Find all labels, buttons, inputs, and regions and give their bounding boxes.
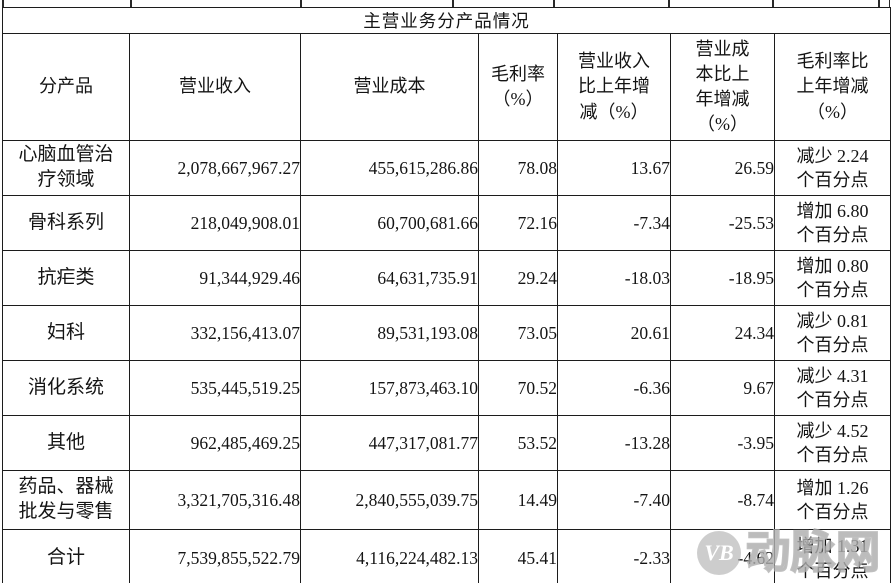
cell-cost-yoy: -18.95 <box>670 250 775 306</box>
cell-product: 骨科系列 <box>2 195 130 251</box>
cell-revenue: 535,445,519.25 <box>129 360 301 416</box>
cell-cost: 157,873,463.10 <box>300 360 479 416</box>
table-row: 其他 962,485,469.25 447,317,081.77 53.52 -… <box>2 415 892 471</box>
cell-margin-yoy: 减少 2.24 个百分点 <box>773 140 892 196</box>
header-product: 分产品 <box>2 33 130 141</box>
cell-cost: 4,116,224,482.13 <box>300 529 479 583</box>
cell-gross-margin: 72.16 <box>478 195 558 251</box>
table-row: 心脑血管治 疗领域 2,078,667,967.27 455,615,286.8… <box>2 140 892 196</box>
previous-row-remnant <box>2 0 890 7</box>
header-cost: 营业成本 <box>300 33 479 141</box>
table-row-total: 合计 7,539,855,522.79 4,116,224,482.13 45.… <box>2 529 892 583</box>
cell-revenue: 332,156,413.07 <box>129 305 301 361</box>
cell-gross-margin: 45.41 <box>478 529 558 583</box>
cell-cost: 89,531,193.08 <box>300 305 479 361</box>
table-row: 药品、器械 批发与零售 3,321,705,316.48 2,840,555,0… <box>2 470 892 530</box>
header-cost-yoy: 营业成 本比上 年增减 （%） <box>670 33 775 141</box>
cell-cost: 60,700,681.66 <box>300 195 479 251</box>
header-margin-yoy: 毛利率比 上年增减 （%） <box>773 33 892 141</box>
cell-product: 药品、器械 批发与零售 <box>2 470 130 530</box>
table-header-row: 分产品 营业收入 营业成本 毛利率 （%） 营业收入 比上年增 减（%） 营业成… <box>2 33 892 141</box>
cell-revenue: 3,321,705,316.48 <box>129 470 301 530</box>
cell-cost: 64,631,735.91 <box>300 250 479 306</box>
cell-margin-yoy: 增加 0.80 个百分点 <box>773 250 892 306</box>
cell-revenue: 91,344,929.46 <box>129 250 301 306</box>
cell-gross-margin: 14.49 <box>478 470 558 530</box>
cell-cost: 447,317,081.77 <box>300 415 479 471</box>
cell-cost-yoy: 26.59 <box>670 140 775 196</box>
table-row: 消化系统 535,445,519.25 157,873,463.10 70.52… <box>2 360 892 416</box>
cell-revenue-yoy: -2.33 <box>557 529 671 583</box>
cell-margin-yoy: 增加 6.80 个百分点 <box>773 195 892 251</box>
cell-cost: 2,840,555,039.75 <box>300 470 479 530</box>
table-title: 主营业务分产品情况 <box>1 7 892 34</box>
cell-cost-yoy: 24.34 <box>670 305 775 361</box>
table-row: 抗疟类 91,344,929.46 64,631,735.91 29.24 -1… <box>2 250 892 306</box>
header-gross-margin: 毛利率 （%） <box>478 33 558 141</box>
cell-cost-yoy: 9.67 <box>670 360 775 416</box>
cell-gross-margin: 29.24 <box>478 250 558 306</box>
cell-gross-margin: 70.52 <box>478 360 558 416</box>
table-title-row: 主营业务分产品情况 <box>1 7 892 34</box>
table-row: 骨科系列 218,049,908.01 60,700,681.66 72.16 … <box>2 195 892 251</box>
cell-margin-yoy: 减少 4.52 个百分点 <box>773 415 892 471</box>
cell-revenue: 7,539,855,522.79 <box>129 529 301 583</box>
cell-revenue-yoy: -7.34 <box>557 195 671 251</box>
cell-revenue: 962,485,469.25 <box>129 415 301 471</box>
cell-product: 其他 <box>2 415 130 471</box>
cell-gross-margin: 53.52 <box>478 415 558 471</box>
main-products-table: 主营业务分产品情况 分产品 营业收入 营业成本 毛利率 （%） 营业收入 比上年… <box>1 7 892 583</box>
cell-product: 心脑血管治 疗领域 <box>2 140 130 196</box>
header-revenue: 营业收入 <box>129 33 301 141</box>
cell-cost-yoy: -25.53 <box>670 195 775 251</box>
cell-gross-margin: 78.08 <box>478 140 558 196</box>
cell-margin-yoy: 减少 0.81 个百分点 <box>773 305 892 361</box>
cell-revenue: 2,078,667,967.27 <box>129 140 301 196</box>
cell-revenue-yoy: -18.03 <box>557 250 671 306</box>
cell-revenue-yoy: -6.36 <box>557 360 671 416</box>
cell-cost: 455,615,286.86 <box>300 140 479 196</box>
cell-revenue-yoy: 13.67 <box>557 140 671 196</box>
cell-product: 消化系统 <box>2 360 130 416</box>
cell-margin-yoy: 增加 1.26 个百分点 <box>773 470 892 530</box>
cell-revenue: 218,049,908.01 <box>129 195 301 251</box>
cell-revenue-yoy: -13.28 <box>557 415 671 471</box>
cell-revenue-yoy: 20.61 <box>557 305 671 361</box>
cell-product: 合计 <box>2 529 130 583</box>
cell-product: 妇科 <box>2 305 130 361</box>
table-row: 妇科 332,156,413.07 89,531,193.08 73.05 20… <box>2 305 892 361</box>
cell-cost-yoy: -3.95 <box>670 415 775 471</box>
cell-margin-yoy: 减少 4.31 个百分点 <box>773 360 892 416</box>
cell-cost-yoy: -4.62 <box>670 529 775 583</box>
cell-margin-yoy: 增加 1.31 个百分点 <box>773 529 892 583</box>
header-revenue-yoy: 营业收入 比上年增 减（%） <box>557 33 671 141</box>
cell-cost-yoy: -8.74 <box>670 470 775 530</box>
cell-product: 抗疟类 <box>2 250 130 306</box>
cell-gross-margin: 73.05 <box>478 305 558 361</box>
cell-revenue-yoy: -7.40 <box>557 470 671 530</box>
